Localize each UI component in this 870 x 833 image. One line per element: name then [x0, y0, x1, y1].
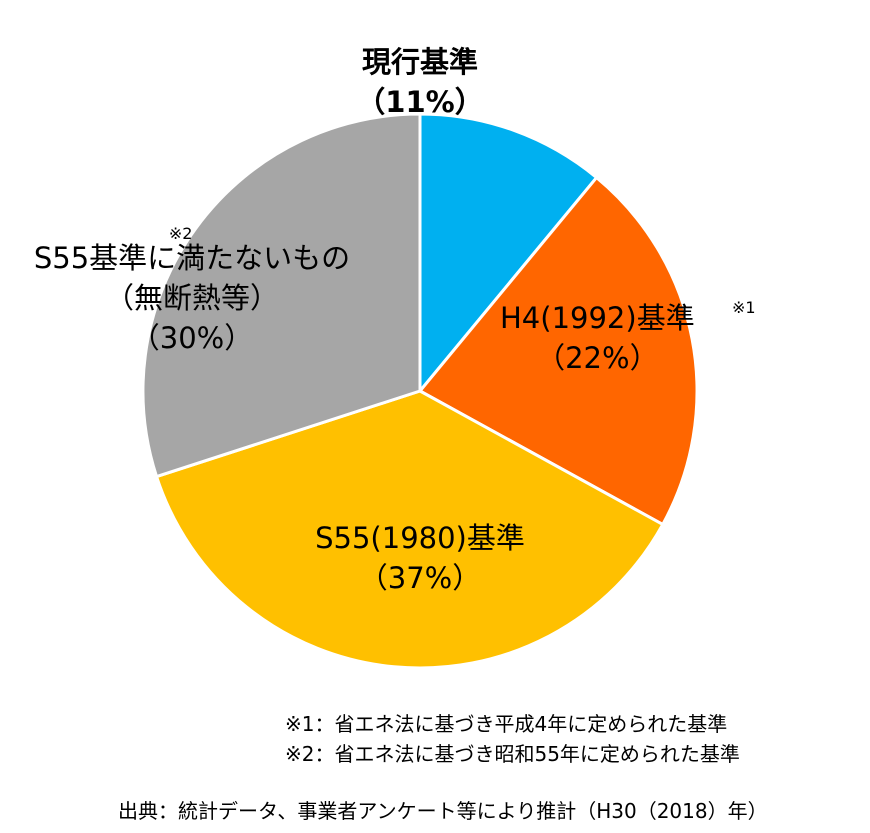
pie-slice-2 [154, 389, 665, 670]
label-text: H4(1992)基準 [500, 301, 695, 335]
value-label: （37%） [358, 561, 482, 595]
slice-label-current: 現行基準 （11%） [356, 42, 483, 122]
value-label: （22%） [536, 341, 659, 375]
value-label: （11%） [356, 85, 484, 119]
source-note: 出典：統計データ、事業者アンケート等により推計（H30（2018）年） [118, 799, 768, 823]
slice-label-h4: H4(1992)基準 （22%） ※1 [500, 298, 756, 378]
sublabel-text: （無断熱等） [104, 281, 279, 315]
value-label: （30%） [130, 321, 254, 355]
label-text: S55(1980)基準 [315, 521, 525, 555]
note-mark: ※2 [168, 224, 193, 243]
footnote-1: ※1：省エネ法に基づき平成4年に定められた基準 [285, 712, 728, 736]
pie-slice-1 [417, 175, 699, 527]
note-mark: ※1 [732, 298, 756, 317]
slice-label-below-s55: ※2 S55基準に満たないもの （無断熱等） （30%） [33, 224, 351, 358]
label-text: 現行基準 [361, 45, 479, 79]
pie-slice-0 [418, 112, 599, 396]
slice-label-s55: S55(1980)基準 （37%） [315, 518, 525, 598]
label-text: S55基準に満たないもの [33, 241, 351, 275]
pie-slice-3 [141, 112, 422, 479]
footnote-2: ※2：省エネ法に基づき昭和55年に定められた基準 [285, 742, 740, 766]
